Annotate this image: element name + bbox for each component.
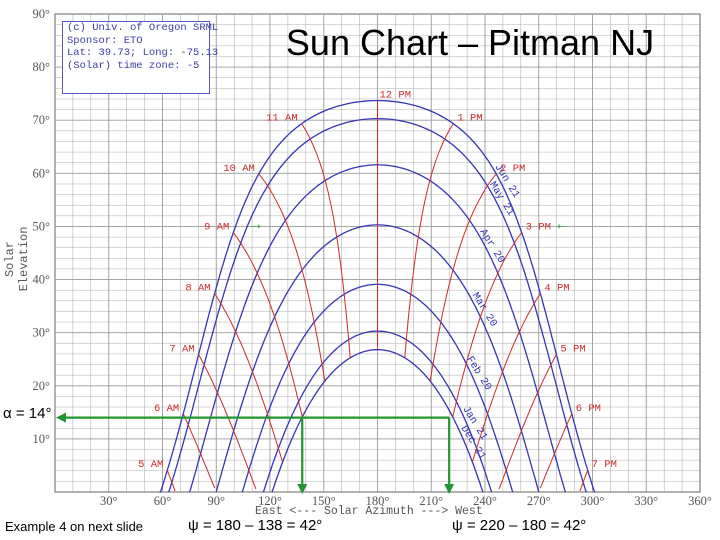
y-tick-label: 30° — [33, 326, 51, 340]
hour-line — [166, 470, 176, 492]
hour-label: 2 PM — [500, 163, 525, 175]
y-tick-label: 80° — [33, 60, 51, 74]
hour-line — [258, 173, 326, 382]
hour-label: 8 AM — [185, 283, 210, 295]
x-axis-label: East <--- Solar Azimuth ---> West — [255, 505, 483, 518]
hour-label: 10 AM — [223, 163, 255, 175]
hour-line — [198, 354, 257, 490]
hour-label: 1 PM — [457, 113, 482, 125]
x-tick-label: 180° — [366, 494, 390, 508]
y-tick-label: 40° — [33, 273, 51, 287]
hour-line — [182, 413, 216, 489]
psi-left-caption: ψ = 180 – 138 = 42° — [188, 517, 323, 534]
x-tick-label: 360° — [688, 494, 712, 508]
y-axis-label: Solar Elevation — [3, 226, 31, 292]
psi-right-caption: ψ = 220 – 180 = 42° — [452, 517, 587, 534]
hour-line — [498, 354, 557, 490]
x-tick-label: 30° — [100, 494, 118, 508]
info-line-2: Sponsor: ETO — [67, 34, 143, 47]
hour-label: 7 AM — [169, 343, 194, 355]
hour-label: 7 PM — [592, 459, 617, 471]
hour-line — [214, 293, 284, 463]
info-line-3: Lat: 39.73; Long: -75.13 — [67, 47, 219, 59]
elevation-arrowhead — [56, 412, 66, 423]
azimuth-arrowhead — [444, 484, 455, 494]
hour-line — [539, 413, 573, 489]
x-tick-label: 120° — [258, 494, 282, 508]
x-tick-label: 300° — [581, 494, 605, 508]
info-line-1: (c) Univ. of Oregon SRML — [67, 22, 219, 34]
alpha-annotation: α = 14° — [3, 405, 52, 422]
y-tick-label: 70° — [33, 113, 51, 127]
right-arrow-icon: → — [248, 216, 264, 233]
hour-label: 3 PM — [526, 221, 551, 233]
y-tick-label: 10° — [33, 432, 51, 446]
y-tick-label: 50° — [33, 219, 51, 233]
x-tick-label: 210° — [419, 494, 443, 508]
y-tick-label: 60° — [33, 166, 51, 180]
x-tick-label: 90° — [208, 494, 226, 508]
hour-label: 12 PM — [380, 90, 412, 102]
x-tick-label: 60° — [154, 494, 172, 508]
hour-line — [471, 293, 541, 463]
hour-label: 11 AM — [266, 113, 298, 125]
chart-title: Sun Chart – Pitman NJ — [285, 22, 655, 63]
info-line-4: (Solar) time zone: -5 — [67, 59, 200, 72]
y-tick-label: 20° — [33, 379, 51, 393]
x-tick-label: 270° — [527, 494, 551, 508]
hour-line — [301, 123, 351, 358]
hour-line — [232, 232, 303, 418]
x-tick-label: 330° — [634, 494, 658, 508]
hour-line — [429, 173, 497, 382]
x-tick-label: 150° — [312, 494, 336, 508]
hour-label: 9 AM — [204, 221, 229, 233]
hour-line — [579, 470, 589, 492]
hour-line — [404, 123, 454, 358]
hour-line — [452, 232, 523, 418]
azimuth-arrowhead — [297, 484, 308, 494]
info-box: (c) Univ. of Oregon SRML Sponsor: ETO La… — [62, 21, 219, 94]
y-tick-label: 90° — [33, 7, 51, 21]
hour-label: 5 PM — [560, 343, 585, 355]
x-tick-label: 240° — [473, 494, 497, 508]
left-arrow-icon: ← — [554, 216, 570, 233]
hour-label: 6 PM — [576, 403, 601, 415]
example-caption: Example 4 on next slide — [5, 519, 144, 534]
hour-label: 4 PM — [544, 283, 569, 295]
hour-label: 6 AM — [154, 403, 179, 415]
hour-label: 5 AM — [138, 459, 163, 471]
